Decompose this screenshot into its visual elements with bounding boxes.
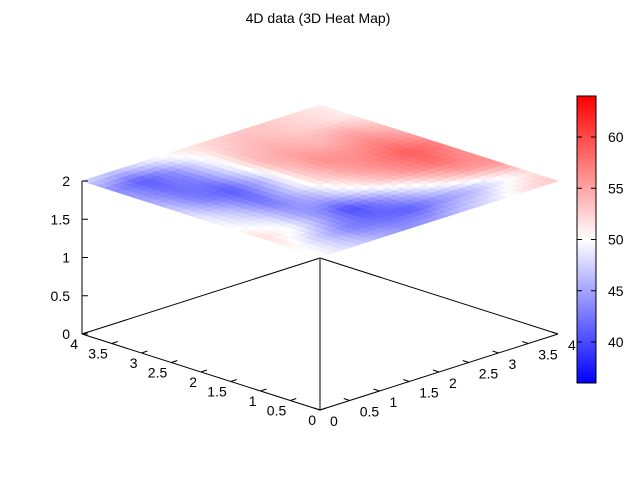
x-tick-label: 3	[130, 355, 138, 371]
x-tick	[290, 398, 297, 401]
x-tick-label: 2.5	[148, 365, 168, 381]
heat-surface	[81, 104, 559, 258]
x-tick-label: 0	[308, 412, 316, 428]
colorbar-tick-label: 40	[608, 334, 624, 350]
y-tick-label: 2	[449, 375, 457, 391]
y-tick	[432, 369, 440, 373]
y-tick	[373, 388, 380, 392]
z-tick-label: 0	[62, 326, 70, 342]
x-tick	[111, 341, 118, 344]
y-tick	[343, 398, 350, 401]
y-tick-label: 3	[509, 356, 517, 372]
x-tick	[230, 379, 237, 382]
y-tick-label: 2.5	[479, 366, 499, 382]
y-tick	[492, 350, 499, 354]
colorbar-tick-label: 60	[608, 129, 624, 145]
colorbar: 40 45 50 55 60	[576, 95, 624, 384]
x-tick-label: 4	[70, 336, 78, 352]
y-tick	[313, 407, 321, 411]
x-tick	[171, 360, 178, 363]
y-tick-label: 1.5	[419, 385, 439, 401]
z-tick-label: 1.5	[51, 211, 71, 227]
y-tick-label: 0.5	[360, 404, 380, 420]
x-tick-label: 1	[249, 393, 257, 409]
y-tick	[522, 341, 529, 344]
x-tick-label: 2	[189, 374, 197, 390]
z-tick-label: 0.5	[51, 288, 71, 304]
axes: 00.511.522.533.5400.511.522.533.5400.511…	[51, 173, 576, 429]
z-tick-label: 1	[62, 250, 70, 266]
y-back-axis-line	[319, 257, 559, 335]
y-tick-label: 3.5	[538, 347, 558, 363]
y-tick	[462, 360, 469, 363]
y-tick	[551, 331, 559, 335]
x-back-axis-line	[81, 257, 321, 335]
colorbar-tick-label: 50	[608, 232, 624, 248]
colorbar-tick-label: 45	[608, 283, 624, 299]
surface-cell	[311, 251, 329, 258]
x-tick	[200, 369, 208, 373]
colorbar-gradient	[577, 96, 596, 383]
colorbar-tick-label: 55	[608, 180, 624, 196]
x-tick-label: 3.5	[88, 346, 108, 362]
y-tick-label: 1	[390, 394, 398, 410]
x-tick-label: 0.5	[267, 403, 287, 419]
y-tick	[403, 379, 410, 382]
y-tick-label: 4	[568, 337, 576, 353]
y-tick-label: 0	[330, 413, 338, 429]
z-tick-label: 2	[62, 173, 70, 189]
chart-title: 4D data (3D Heat Map)	[246, 10, 391, 26]
x-tick	[141, 350, 148, 354]
x-tick	[319, 407, 327, 411]
x-tick	[260, 388, 267, 392]
x-tick-label: 1.5	[207, 384, 227, 400]
